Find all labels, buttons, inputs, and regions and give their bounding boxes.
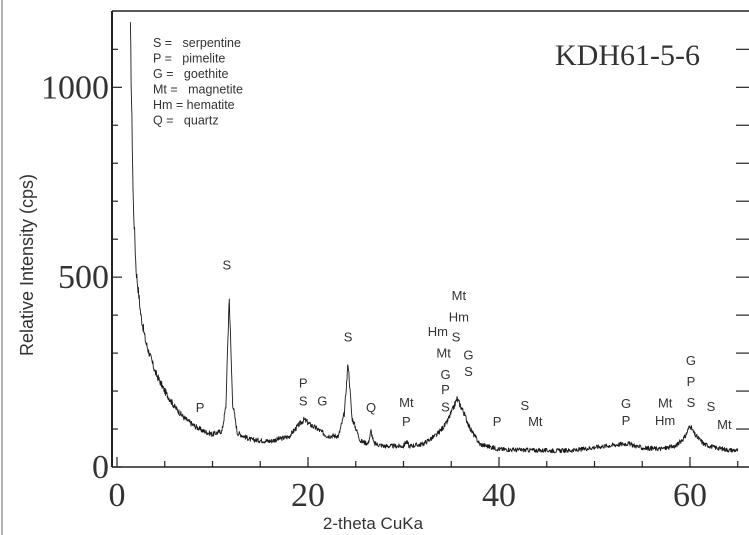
- legend-entry: S = serpentine: [153, 36, 241, 50]
- peak-label: G: [317, 393, 327, 408]
- peak-label: S: [452, 330, 461, 345]
- peak-label: S: [299, 393, 308, 408]
- diffraction-pattern: [129, 22, 739, 454]
- peak-label: P: [622, 413, 631, 428]
- sample-label: KDH61-5-6: [555, 39, 700, 72]
- x-tick-label: 0: [109, 477, 126, 514]
- peak-label: S: [464, 364, 473, 379]
- peak-label: S: [222, 258, 231, 273]
- peak-label: P: [196, 400, 205, 415]
- y-axis-label: Relative Intensity (cps): [17, 174, 37, 356]
- peak-label: Mt: [399, 395, 414, 410]
- peak-label: Mt: [717, 417, 732, 432]
- x-tick-label: 40: [482, 477, 516, 514]
- legend-entry: G = goethite: [153, 67, 228, 81]
- peak-label: Q: [366, 400, 376, 415]
- y-tick-label: 1000: [41, 69, 109, 106]
- peak-label: S: [687, 395, 696, 410]
- x-axis-label: 2-theta CuKa: [323, 514, 424, 533]
- peak-label: G: [440, 367, 450, 382]
- tick-labels: 0 20 40 60 0 500 1000: [41, 69, 707, 514]
- peak-label: S: [441, 400, 450, 415]
- peak-label: Mt: [528, 414, 543, 429]
- peak-label: Hm: [449, 310, 469, 325]
- x-ticks: [116, 457, 739, 467]
- right-axis-ticks: [736, 48, 749, 430]
- legend-entry: Mt = magnetite: [153, 83, 243, 97]
- peak-label: P: [299, 375, 308, 390]
- peak-label: G: [686, 353, 696, 368]
- peak-label: P: [493, 414, 502, 429]
- peak-label: P: [687, 374, 696, 389]
- peak-label: Mt: [452, 288, 467, 303]
- peak-label: P: [402, 414, 411, 429]
- peak-label: S: [344, 330, 353, 345]
- x-tick-label: 60: [673, 477, 707, 514]
- peak-label: Hm: [655, 413, 675, 428]
- legend-entry: P = pimelite: [153, 52, 225, 66]
- peak-label: S: [520, 398, 529, 413]
- peak-label: G: [621, 396, 631, 411]
- peak-label: Mt: [658, 395, 673, 410]
- legend-entry: Hm = hematite: [153, 98, 235, 112]
- legend-entry: Q = quartz: [153, 114, 219, 128]
- x-tick-label: 20: [291, 477, 325, 514]
- peak-label: Hm: [428, 324, 448, 339]
- peak-label: P: [441, 382, 450, 397]
- y-tick-label: 500: [58, 259, 109, 296]
- peak-label: Mt: [436, 346, 451, 361]
- y-tick-label: 0: [92, 449, 109, 486]
- peak-label: G: [463, 348, 473, 363]
- peak-label: S: [707, 399, 716, 414]
- y-ticks: [112, 48, 122, 468]
